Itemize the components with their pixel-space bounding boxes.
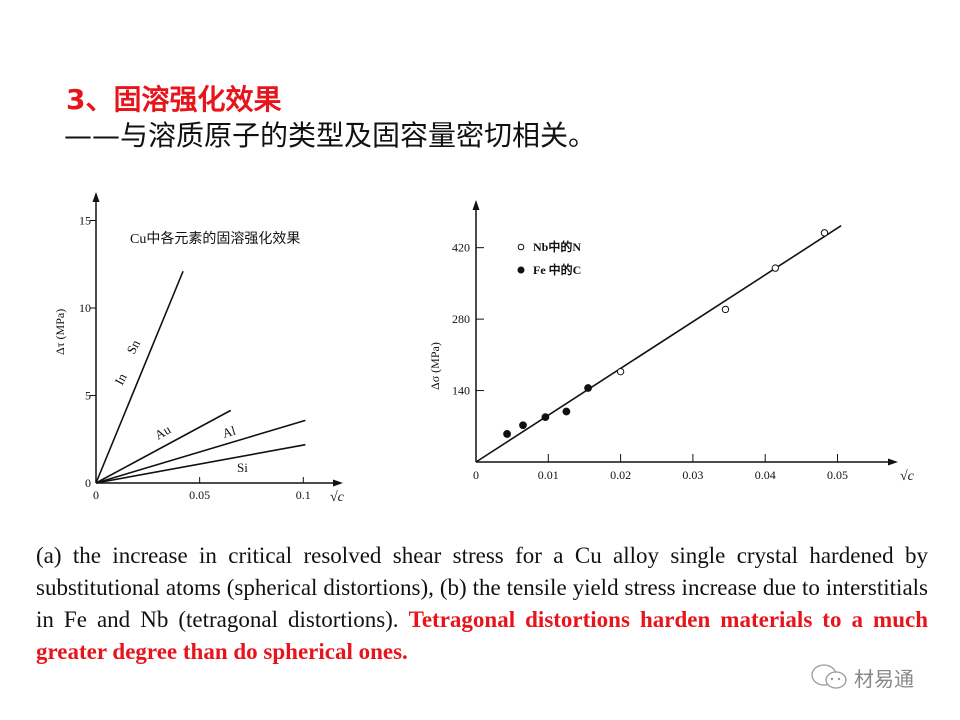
y-axis-arrow bbox=[472, 200, 480, 210]
y-tick-label: 0 bbox=[85, 476, 91, 490]
caption-highlight: Tetragonal distortions harden materials … bbox=[36, 607, 928, 664]
caption-text: (a) the increase in critical resolved sh… bbox=[36, 543, 928, 632]
data-point-open bbox=[820, 229, 829, 237]
legend-marker bbox=[517, 243, 525, 251]
x-tick-label: 0.01 bbox=[538, 468, 559, 482]
y-tick-label: 140 bbox=[452, 384, 470, 398]
x-tick-label: 0.02 bbox=[610, 468, 631, 482]
data-point-open bbox=[721, 305, 730, 314]
data-point-filled bbox=[503, 430, 511, 438]
data-point-filled bbox=[562, 407, 571, 416]
wechat-icon bbox=[811, 664, 847, 689]
figure-caption: (a) the increase in critical resolved sh… bbox=[36, 540, 928, 668]
y-tick-label: 10 bbox=[79, 301, 91, 315]
watermark: 材易通 bbox=[810, 662, 914, 692]
x-tick-label: 0.1 bbox=[296, 488, 311, 502]
series-label: In bbox=[111, 370, 130, 387]
data-point-filled bbox=[541, 413, 550, 421]
y-axis-arrow bbox=[92, 192, 100, 202]
chart-cu-solid-solution: 0 5 10 15 0 0.05 0.1 √c Δτ (MPa) Cu中各元素的固溶强化效果 In S… bbox=[53, 192, 345, 505]
series-line-in-sn bbox=[95, 270, 184, 484]
legend-marker bbox=[517, 266, 525, 274]
x-axis-label: √c bbox=[900, 469, 915, 484]
y-tick-label: 15 bbox=[79, 214, 91, 228]
x-tick-label: 0.03 bbox=[682, 468, 703, 482]
data-point-filled bbox=[584, 384, 592, 392]
x-axis-arrow bbox=[888, 458, 898, 466]
y-axis-label: Δτ (MPa) bbox=[53, 309, 67, 355]
x-tick-label: 0.04 bbox=[755, 468, 776, 482]
y-tick-label: 420 bbox=[452, 241, 470, 255]
slide-subtitle: ——与溶质原子的类型及固容量密切相关。 bbox=[64, 119, 597, 152]
data-point-open bbox=[616, 367, 625, 376]
x-axis-arrow bbox=[333, 479, 343, 487]
series-label: Si bbox=[237, 460, 248, 475]
chart-interstitial-strengthening: 0 0.01 0.02 0.03 0.04 0.05 140 280 420 √c Δσ (MPa)… bbox=[428, 200, 915, 484]
legend-label: Nb中的N bbox=[533, 239, 581, 254]
series-label: Al bbox=[220, 423, 237, 441]
chart-title: Cu中各元素的固溶强化效果 bbox=[130, 231, 300, 247]
data-point-filled bbox=[519, 421, 527, 430]
x-axis-label: √c bbox=[330, 490, 345, 505]
y-tick-label: 280 bbox=[452, 312, 470, 326]
fit-line bbox=[475, 225, 842, 463]
slide-title: 3、固溶强化效果 bbox=[66, 83, 282, 116]
x-tick-label: 0 bbox=[473, 468, 479, 482]
x-tick-label: 0.05 bbox=[189, 488, 210, 502]
x-tick-label: 0 bbox=[93, 488, 99, 502]
y-tick-label: 5 bbox=[85, 389, 91, 403]
series-line-au bbox=[95, 409, 232, 484]
legend-label: Fe 中的C bbox=[533, 262, 581, 277]
data-point-open bbox=[771, 264, 780, 272]
series-line-si bbox=[95, 443, 306, 484]
x-tick-label: 0.05 bbox=[827, 468, 848, 482]
series-label: Au bbox=[152, 421, 174, 442]
series-label: Sn bbox=[123, 337, 143, 357]
y-axis-label: Δσ (MPa) bbox=[428, 342, 442, 390]
watermark-text: 材易通 bbox=[854, 666, 914, 691]
series-line-al bbox=[95, 419, 306, 484]
